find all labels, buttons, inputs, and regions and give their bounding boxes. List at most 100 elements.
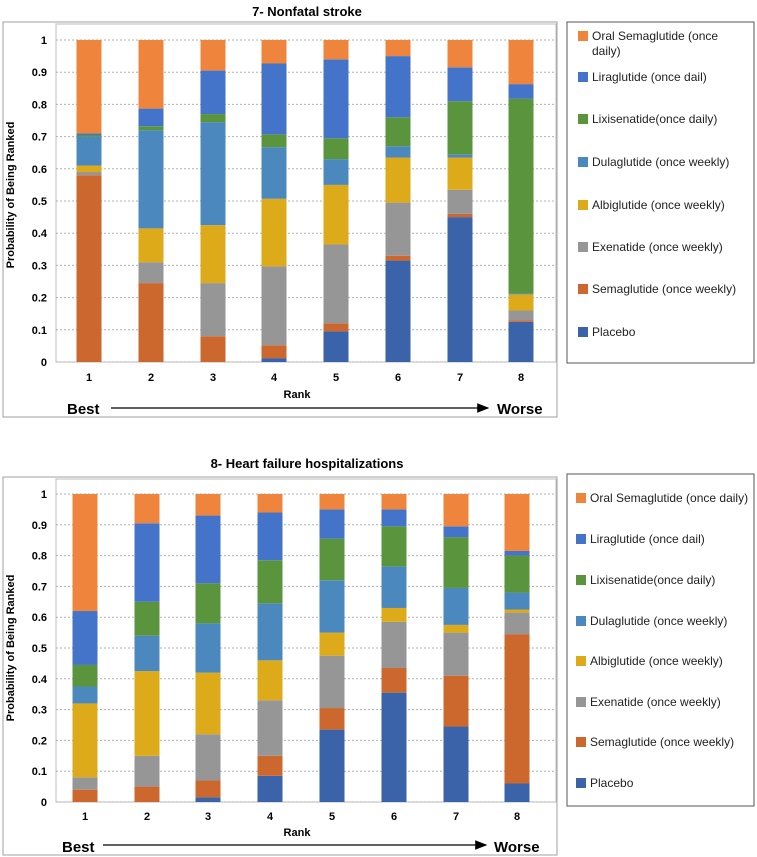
bar-stacks (72, 494, 530, 802)
y-tick-label: 0.2 (32, 293, 47, 305)
bar-segment (257, 512, 283, 561)
legend-label: Semaglutide (once weekly) (592, 282, 736, 296)
bar-segment (76, 133, 102, 135)
bar-segment (76, 175, 102, 362)
bar-segment (508, 84, 534, 99)
y-tick-label: 0 (41, 357, 47, 369)
chart-frame (2, 476, 558, 856)
y-tick-label: 0.5 (32, 196, 47, 208)
bar-segment (381, 668, 407, 693)
bar-segment (443, 675, 469, 727)
bar-segment (323, 138, 349, 160)
bar-segment (76, 134, 102, 137)
bar-segment (200, 40, 226, 71)
bar-segment (381, 526, 407, 567)
bar-segment (508, 293, 534, 295)
legend-label: Exenatide (once weekly) (590, 695, 721, 709)
x-tick-label: 1 (82, 811, 88, 823)
bar-segment (257, 775, 283, 802)
legend-swatch (576, 616, 586, 626)
x-tick-label: 3 (210, 372, 216, 384)
y-tick-label: 0.8 (32, 551, 47, 563)
bar-segment (319, 494, 345, 510)
y-tick-label: 0.6 (32, 612, 47, 624)
y-tick-label: 0.8 (32, 99, 47, 111)
x-tick-label: 3 (205, 811, 211, 823)
bar-segment (447, 217, 473, 362)
bar-segment (385, 146, 411, 158)
legend-label: Albiglutide (once weekly) (592, 198, 725, 212)
legend-swatch (576, 575, 586, 585)
legend-swatch (576, 656, 586, 666)
x-tick-label: 5 (329, 811, 335, 823)
bar-segment (200, 225, 226, 284)
legend-swatch (578, 242, 588, 252)
y-tick-label: 0.3 (32, 260, 47, 272)
legend-label: Placebo (590, 776, 634, 790)
x-tick-label: 2 (148, 372, 154, 384)
bar-segment (385, 260, 411, 362)
chart-frame (2, 21, 558, 418)
bar-segment (443, 587, 469, 625)
x-tick-label: 6 (391, 811, 397, 823)
bar-segment (76, 40, 102, 134)
bar-segment (381, 494, 407, 510)
bar-segment (504, 494, 530, 551)
legend-swatch (576, 778, 586, 788)
worse-label: Worse (497, 401, 543, 418)
bar-segment (257, 660, 283, 701)
bar-segment (195, 734, 221, 781)
legend-label: Liraglutide (once dail) (590, 532, 705, 546)
legend: Oral Semaglutide (once daily) Liraglutide… (576, 491, 748, 790)
legend-label: Dulaglutide (once weekly) (590, 614, 727, 628)
bar-segment (200, 283, 226, 337)
bar-segment (381, 607, 407, 622)
bar-segment (134, 523, 160, 602)
bar-segment (261, 266, 287, 346)
bar-segment (261, 198, 287, 267)
bar-segment (508, 310, 534, 321)
y-tick-label: 0.1 (32, 766, 47, 778)
bar-segment (76, 172, 102, 176)
bar-segment (257, 700, 283, 756)
y-tick-label: 0.2 (32, 735, 47, 747)
bar-segment (319, 538, 345, 581)
bar-segment (443, 624, 469, 633)
x-tick-label: 8 (514, 811, 520, 823)
bar-segment (323, 159, 349, 185)
bar-segment (504, 550, 530, 556)
bar-segment (447, 213, 473, 218)
gridlines (56, 493, 556, 803)
bar-segment (504, 783, 530, 802)
bar-segment (261, 345, 287, 359)
legend-box (566, 21, 755, 364)
bar-segment (72, 686, 98, 704)
x-axis-label: Rank (284, 389, 312, 401)
bar-segment (319, 632, 345, 656)
bar-segment (72, 789, 98, 802)
bar-segment (508, 294, 534, 311)
chart-title: 8- Heart failure hospitalizations (211, 456, 404, 471)
y-tick-label: 0.4 (32, 228, 48, 240)
bar-segment (76, 136, 102, 166)
bar-stacks (76, 40, 534, 362)
bar-segment (195, 780, 221, 798)
bar-segment (508, 40, 534, 85)
bar-segment (504, 555, 530, 593)
x-tick-label: 5 (333, 372, 339, 384)
legend-swatch (576, 737, 586, 747)
bar-segment (138, 283, 164, 362)
legend: Oral Semaglutide (once daily) Liraglutide … (578, 29, 736, 339)
chart-heart-failure: 8- Heart failure hospitalizations 0 0.1 0.… (2, 456, 755, 856)
bar-segment (504, 609, 530, 613)
bar-segment (138, 228, 164, 263)
x-tick-label: 7 (457, 372, 463, 384)
bar-segment (261, 134, 287, 148)
bar-segment (261, 63, 287, 135)
bar-segment (195, 797, 221, 802)
bar-segment (72, 611, 98, 665)
bar-segment (323, 184, 349, 245)
bar-segment (200, 114, 226, 123)
y-tick-label: 0.7 (32, 132, 47, 144)
legend-label: Albiglutide (once weekly) (590, 654, 723, 668)
